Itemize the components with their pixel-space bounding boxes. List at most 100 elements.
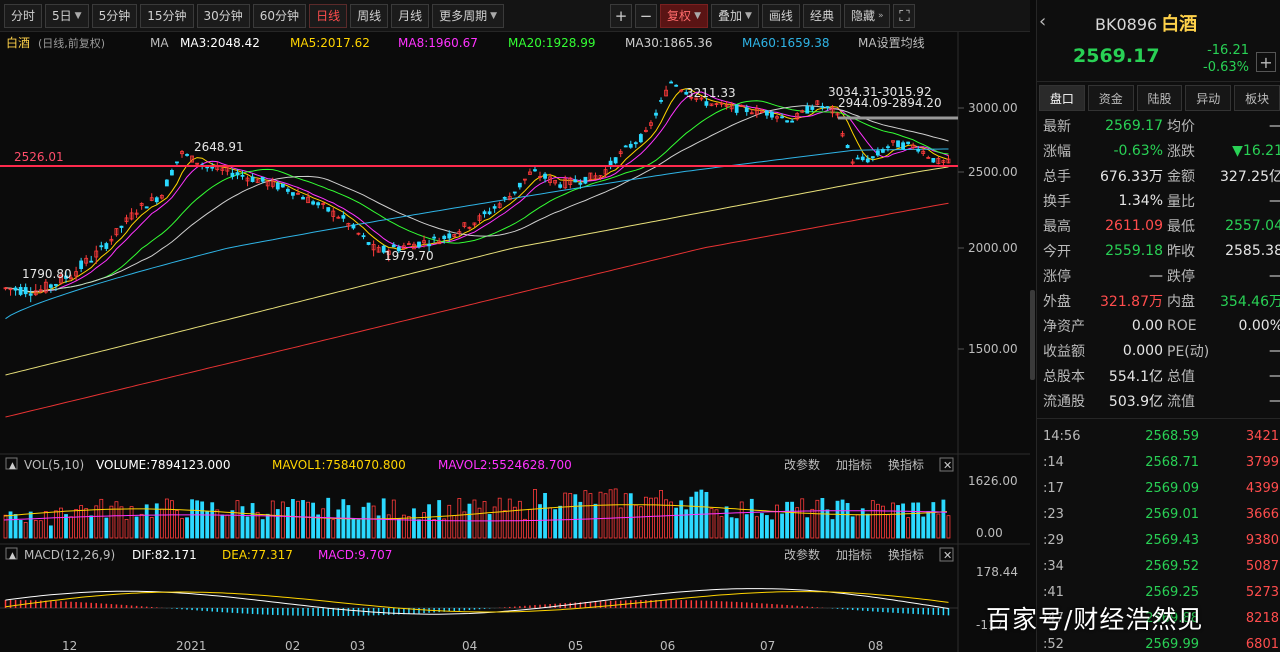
volume-bar <box>785 501 789 539</box>
candle-body <box>946 158 951 164</box>
tab-zijin[interactable]: 资金 <box>1087 85 1134 111</box>
candle-body <box>906 141 911 144</box>
candle-body <box>563 178 568 189</box>
volume-bar <box>522 518 527 539</box>
volume-bar <box>487 514 492 539</box>
candle-body <box>144 206 149 209</box>
volume-bar <box>386 514 391 539</box>
candle-body <box>598 175 603 178</box>
period-5min-button[interactable]: 5分钟 <box>91 3 138 28</box>
zoom-out-button[interactable]: − <box>635 3 658 28</box>
vol-switch-indicator-button[interactable]: 换指标 <box>888 457 924 472</box>
main-series <box>5 88 958 418</box>
kline-chart-area[interactable]: 白酒 (日线,前复权) MA MA3:2048.42 MA5:2017.62 M… <box>0 32 1030 652</box>
volume-bar <box>280 501 285 539</box>
hide-button[interactable]: 隐藏» <box>843 3 891 28</box>
candle-body <box>487 211 492 215</box>
tick-price: 2569.88 <box>1145 610 1199 626</box>
chart-scrollbar[interactable] <box>1030 290 1035 380</box>
vol-close-icon[interactable] <box>939 457 954 472</box>
stat-value: 2585.38 <box>1225 242 1280 259</box>
stat-label: 总值 <box>1167 368 1195 385</box>
volume-bar <box>48 525 53 539</box>
draw-line-button[interactable]: 画线 <box>761 3 800 28</box>
volume-bar <box>502 510 507 539</box>
stat-label: 外盘 <box>1043 293 1071 310</box>
volume-bar <box>744 514 749 539</box>
tick-time: :17 <box>1043 480 1064 496</box>
candle-body <box>23 287 28 295</box>
macd-collapse-icon[interactable] <box>5 547 18 560</box>
candle-body <box>588 172 593 180</box>
tab-yidong[interactable]: 异动 <box>1185 85 1232 111</box>
more-icon: » <box>877 10 884 21</box>
period-weekly-button[interactable]: 周线 <box>350 3 389 28</box>
period-30min-button[interactable]: 30分钟 <box>196 3 250 28</box>
add-watchlist-icon[interactable]: + <box>1256 52 1276 72</box>
candle-body <box>28 293 33 296</box>
macd-edit-params-button[interactable]: 改参数 <box>784 547 820 562</box>
volume-bar <box>23 522 28 539</box>
tick-list[interactable]: 14:56 2568.59 3421:14 2568.71 3799:17 2569.09… <box>1037 418 1280 652</box>
quote-tabs: 盘口 资金 陆股 异动 板块 <box>1037 85 1280 111</box>
candle-body <box>427 243 431 247</box>
period-fenshi-button[interactable]: 分时 <box>4 3 43 28</box>
fullscreen-button[interactable]: ⛶ <box>893 3 916 28</box>
quote-pct: -0.63% <box>1203 60 1249 75</box>
candle-body <box>396 246 401 252</box>
legend-ma: MA <box>150 36 169 50</box>
stat-value: 554.1亿 <box>1108 368 1163 385</box>
vol-add-indicator-button[interactable]: 加指标 <box>836 457 872 472</box>
macd-switch-indicator-button[interactable]: 换指标 <box>888 547 924 562</box>
stat-label: 流通股 <box>1043 393 1085 410</box>
candle-body <box>210 166 215 169</box>
tick-time: :34 <box>1043 558 1064 574</box>
period-15min-button[interactable]: 15分钟 <box>140 3 194 28</box>
tab-pankou[interactable]: 盘口 <box>1039 85 1085 111</box>
chevron-down-icon: ▼ <box>490 10 498 21</box>
candle-body <box>921 150 926 154</box>
period-more-button[interactable]: 更多周期 ▼ <box>432 3 505 28</box>
candle-body <box>875 150 880 156</box>
volume-bar <box>291 499 295 539</box>
volume-bar <box>694 491 699 539</box>
tick-price: 2569.52 <box>1145 558 1199 574</box>
candle-body <box>43 281 48 293</box>
tick-price: 2568.59 <box>1145 428 1199 444</box>
candle-body <box>114 228 119 236</box>
overlay-button[interactable]: 叠加 ▼ <box>710 3 759 28</box>
macd-add-indicator-button[interactable]: 加指标 <box>836 547 872 562</box>
volume-bar <box>926 511 931 539</box>
volume-bar <box>689 496 694 539</box>
stat-label: 流值 <box>1167 393 1195 410</box>
tab-bankuai[interactable]: 板块 <box>1234 85 1280 111</box>
tick-row: :23 2569.01 3666 <box>1037 501 1280 527</box>
fuquan-button[interactable]: 复权 ▼ <box>660 3 708 28</box>
legend-maset[interactable]: MA设置均线 <box>858 36 925 50</box>
candle-body <box>407 243 411 246</box>
candle-body <box>38 289 43 292</box>
period-5day-button[interactable]: 5日 ▼ <box>45 3 89 28</box>
candle-body <box>311 201 315 205</box>
volume-bar <box>664 499 668 539</box>
tab-lugu[interactable]: 陆股 <box>1136 85 1183 111</box>
period-daily-button[interactable]: 日线 <box>309 3 348 28</box>
stat-label: 昨收 <box>1167 243 1195 260</box>
candle-body <box>230 172 235 177</box>
stat-value: 0.00% <box>1238 317 1280 334</box>
kline-chart-svg[interactable]: 白酒 (日线,前复权) MA MA3:2048.42 MA5:2017.62 M… <box>0 32 1030 652</box>
back-icon[interactable]: ‹ <box>1039 11 1047 32</box>
price-axis: 3000.00 2500.00 2000.00 1500.00 <box>958 101 1018 356</box>
volume-bar <box>820 498 825 539</box>
candle-body <box>270 180 275 187</box>
vol-collapse-icon[interactable] <box>5 457 18 470</box>
period-60min-button[interactable]: 60分钟 <box>252 3 307 28</box>
macd-close-icon[interactable] <box>939 547 954 562</box>
period-monthly-button[interactable]: 月线 <box>391 3 430 28</box>
candle-body <box>623 145 628 148</box>
volume-bar <box>891 502 895 539</box>
zoom-in-button[interactable]: + <box>610 3 633 28</box>
vol-edit-params-button[interactable]: 改参数 <box>784 457 820 472</box>
candle-body <box>154 197 159 203</box>
classic-button[interactable]: 经典 <box>802 3 841 28</box>
